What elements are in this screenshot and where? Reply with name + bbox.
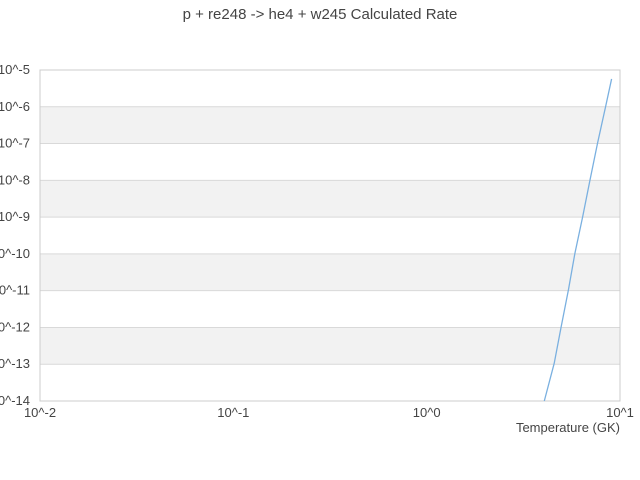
svg-text:10^1: 10^1 bbox=[606, 405, 634, 420]
svg-text:Temperature (GK): Temperature (GK) bbox=[516, 420, 620, 435]
svg-text:10^-10: 10^-10 bbox=[0, 246, 30, 261]
svg-text:10^-9: 10^-9 bbox=[0, 209, 30, 224]
svg-text:10^-2: 10^-2 bbox=[24, 405, 56, 420]
svg-text:10^-1: 10^-1 bbox=[217, 405, 249, 420]
svg-text:10^-7: 10^-7 bbox=[0, 136, 30, 151]
svg-text:10^-13: 10^-13 bbox=[0, 356, 30, 371]
svg-text:10^-11: 10^-11 bbox=[0, 283, 30, 298]
svg-text:10^-8: 10^-8 bbox=[0, 172, 30, 187]
svg-text:10^-5: 10^-5 bbox=[0, 62, 30, 77]
svg-text:10^0: 10^0 bbox=[413, 405, 441, 420]
svg-text:10^-6: 10^-6 bbox=[0, 99, 30, 114]
svg-text:10^-12: 10^-12 bbox=[0, 319, 30, 334]
